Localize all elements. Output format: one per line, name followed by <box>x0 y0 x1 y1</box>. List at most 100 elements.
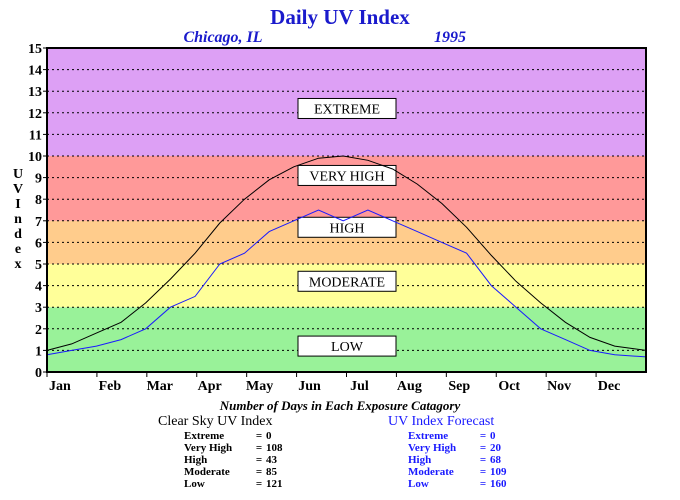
x-tick-label: Feb <box>99 379 122 394</box>
x-tick-label: Sep <box>448 379 470 394</box>
y-tick-label: 1 <box>35 344 42 359</box>
row-value: 43 <box>266 454 277 466</box>
table-row: Extreme = 0 <box>408 430 520 442</box>
x-tick-label: May <box>246 379 273 394</box>
table-row: Very High = 20 <box>408 442 520 454</box>
exposure-bands <box>47 48 646 372</box>
row-value: 160 <box>490 478 507 490</box>
table-row: High = 68 <box>408 454 520 466</box>
x-tick-label: Mar <box>147 379 173 394</box>
band-labels: EXTREME VERY HIGH HIGH MODERATE LOW <box>297 97 397 357</box>
table-row: Extreme = 0 <box>184 430 296 442</box>
table-row: Low = 160 <box>408 478 520 490</box>
plot-frame <box>46 47 647 373</box>
y-axis-label-char: n <box>14 212 22 227</box>
row-label: High <box>408 454 432 466</box>
summary-heading: Number of Days in Each Exposure Catagory <box>0 398 680 414</box>
equals-sign: = <box>479 466 487 478</box>
table-row: Low = 121 <box>184 478 296 490</box>
y-axis-label-char: V <box>13 182 23 197</box>
x-tick-label: Dec <box>598 379 621 394</box>
y-axis-label-char: e <box>15 242 21 257</box>
y-tick-label: 11 <box>29 128 42 143</box>
band-label: HIGH <box>330 221 365 236</box>
equals-sign: = <box>255 442 263 454</box>
y-tick-label: 9 <box>35 172 42 187</box>
series-line-forecast <box>46 209 647 358</box>
row-label: Low <box>184 478 205 490</box>
row-value: 0 <box>490 430 496 442</box>
x-tick-label: Jul <box>350 379 369 394</box>
series-line-clear-sky <box>46 155 647 351</box>
y-tick-label: 10 <box>28 150 42 165</box>
table-row: High = 43 <box>184 454 296 466</box>
x-tick-label: Aug <box>397 379 422 394</box>
row-label: High <box>184 454 208 466</box>
row-label: Extreme <box>408 430 449 442</box>
band-label-box <box>297 270 397 292</box>
forecast-rows: Extreme = 0 Very High = 20 High = 68 Moderate =… <box>388 430 520 490</box>
clear-sky-summary: Clear Sky UV Index Extreme = 0 Very High = 1… <box>158 414 296 490</box>
y-tick-label: 14 <box>28 64 42 79</box>
equals-sign: = <box>479 442 487 454</box>
forecast-summary: UV Index Forecast Extreme = 0 Very High = 20… <box>388 414 520 490</box>
row-label: Moderate <box>408 466 454 478</box>
row-value: 108 <box>266 442 283 454</box>
y-tick-label: 2 <box>35 323 42 338</box>
y-axis-label-char: d <box>14 227 22 242</box>
y-axis-label-char: x <box>15 257 22 272</box>
equals-sign: = <box>479 430 487 442</box>
location-label: Chicago, IL <box>183 29 262 46</box>
y-axis-label-char: U <box>13 167 23 182</box>
band-label: MODERATE <box>309 275 385 290</box>
equals-sign: = <box>255 430 263 442</box>
row-label: Extreme <box>184 430 225 442</box>
y-tick-label: 3 <box>35 301 42 316</box>
equals-sign: = <box>255 466 263 478</box>
row-label: Very High <box>184 442 233 454</box>
row-value: 20 <box>490 442 501 454</box>
x-tick-label: Jun <box>298 379 321 394</box>
row-value: 0 <box>266 430 272 442</box>
row-value: 85 <box>266 466 277 478</box>
uv-index-chart: Daily UV Index Chicago, IL 1995 01234567… <box>13 5 647 394</box>
y-tick-label: 12 <box>28 107 42 122</box>
y-tick-label: 15 <box>28 42 42 57</box>
y-tick-label: 5 <box>35 258 42 273</box>
year-label: 1995 <box>434 29 466 46</box>
y-tick-label: 4 <box>35 280 42 295</box>
y-tick-label: 0 <box>35 366 42 381</box>
x-tick-label: Apr <box>198 379 222 394</box>
chart-title: Daily UV Index <box>270 5 410 29</box>
row-value: 68 <box>490 454 501 466</box>
y-axis-label-char: I <box>15 197 20 212</box>
clear-sky-rows: Extreme = 0 Very High = 108 High = 43 Moderate… <box>158 430 296 490</box>
equals-sign: = <box>479 454 487 466</box>
y-tick-label: 13 <box>28 85 42 100</box>
table-row: Moderate = 109 <box>408 466 520 478</box>
y-tick-label: 6 <box>35 236 42 251</box>
forecast-title: UV Index Forecast <box>388 414 495 429</box>
band-label-box <box>297 97 397 119</box>
series-lines <box>46 155 647 358</box>
row-value: 109 <box>490 466 507 478</box>
band-label: LOW <box>331 340 364 355</box>
x-tick-label: Nov <box>547 379 571 394</box>
equals-sign: = <box>255 478 263 490</box>
x-tick-label: Jan <box>49 379 71 394</box>
table-row: Moderate = 85 <box>184 466 296 478</box>
clear-sky-title: Clear Sky UV Index <box>158 414 273 429</box>
band-label: VERY HIGH <box>309 169 384 184</box>
equals-sign: = <box>255 454 263 466</box>
row-value: 121 <box>266 478 283 490</box>
equals-sign: = <box>479 478 487 490</box>
row-label: Low <box>408 478 429 490</box>
band-label-box <box>297 216 397 238</box>
x-tick-label: Oct <box>498 379 520 394</box>
x-axis-ticks: Jan Feb Mar Apr May Jun Jul Aug Sep Oct Nov Dec <box>46 372 621 394</box>
summary-heading-text: Number of Days in Each Exposure Catagory <box>219 398 461 413</box>
band-label-box <box>297 335 397 357</box>
table-row: Very High = 108 <box>184 442 296 454</box>
